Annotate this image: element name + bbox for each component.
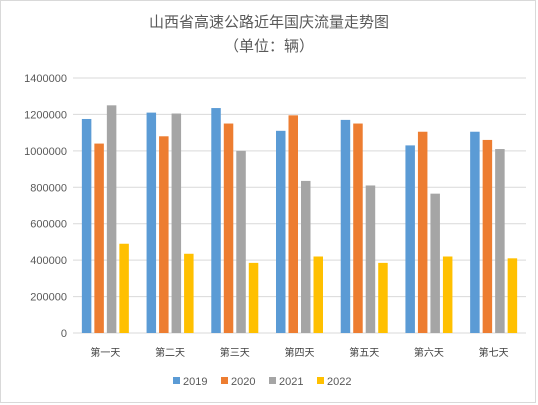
x-axis: 第一天 第二天 第三天 第四天 第五天 第六天 第七天 [90,346,508,359]
x-tick-label: 第七天 [479,346,509,359]
bar [353,123,363,334]
bars-layer [81,105,518,334]
bar [119,243,129,333]
bar [288,115,298,333]
bar [482,139,493,333]
legend-label: 2020 [231,376,255,388]
x-tick-label: 第六天 [414,346,444,359]
x-tick-label: 第五天 [349,346,379,359]
x-tick-label: 第四天 [285,346,315,359]
legend-label: 2021 [279,376,303,388]
bar [340,119,351,334]
legend-swatch [269,377,276,384]
legend-swatch [317,377,324,384]
bar [223,123,234,334]
bar [106,105,117,333]
chart-subtitle: （单位：辆） [224,37,314,55]
y-tick-label: 600000 [30,219,67,231]
bar [236,150,246,333]
x-tick-label: 第二天 [155,346,185,359]
x-tick-label: 第三天 [220,346,250,359]
bar [81,118,92,333]
bar [211,108,221,333]
bar [507,258,518,333]
bar [365,185,376,333]
bar [417,131,428,333]
bar [301,180,311,333]
x-tick-label: 第一天 [90,346,120,359]
y-tick-label: 200000 [30,292,67,304]
bar [405,145,415,333]
y-tick-label: 1000000 [24,146,67,158]
legend: 2019 2020 2021 2022 [173,376,351,388]
grid-layer [73,77,526,334]
legend-swatch [173,377,180,384]
bar [470,131,480,333]
bar [146,112,157,333]
bar [378,262,388,333]
bar [430,193,440,333]
bar [159,136,169,333]
bar [495,149,505,333]
bar [442,256,453,333]
legend-label: 2019 [183,376,207,388]
y-tick-label: 400000 [30,255,67,267]
y-axis: 0 200000 400000 600000 800000 1000000 1200000 1… [24,73,67,340]
legend-swatch [221,377,228,384]
bar [276,130,286,333]
y-tick-label: 800000 [30,182,67,194]
y-tick-label: 0 [61,328,67,340]
bar [313,256,323,333]
bar [248,262,259,333]
bar [171,113,182,334]
bar [184,253,194,333]
y-tick-label: 1400000 [24,73,67,85]
chart-title: 山西省高速公路近年国庆流量走势图 [149,13,389,31]
bar [94,143,104,333]
y-tick-label: 1200000 [24,109,67,121]
legend-label: 2022 [327,376,351,388]
